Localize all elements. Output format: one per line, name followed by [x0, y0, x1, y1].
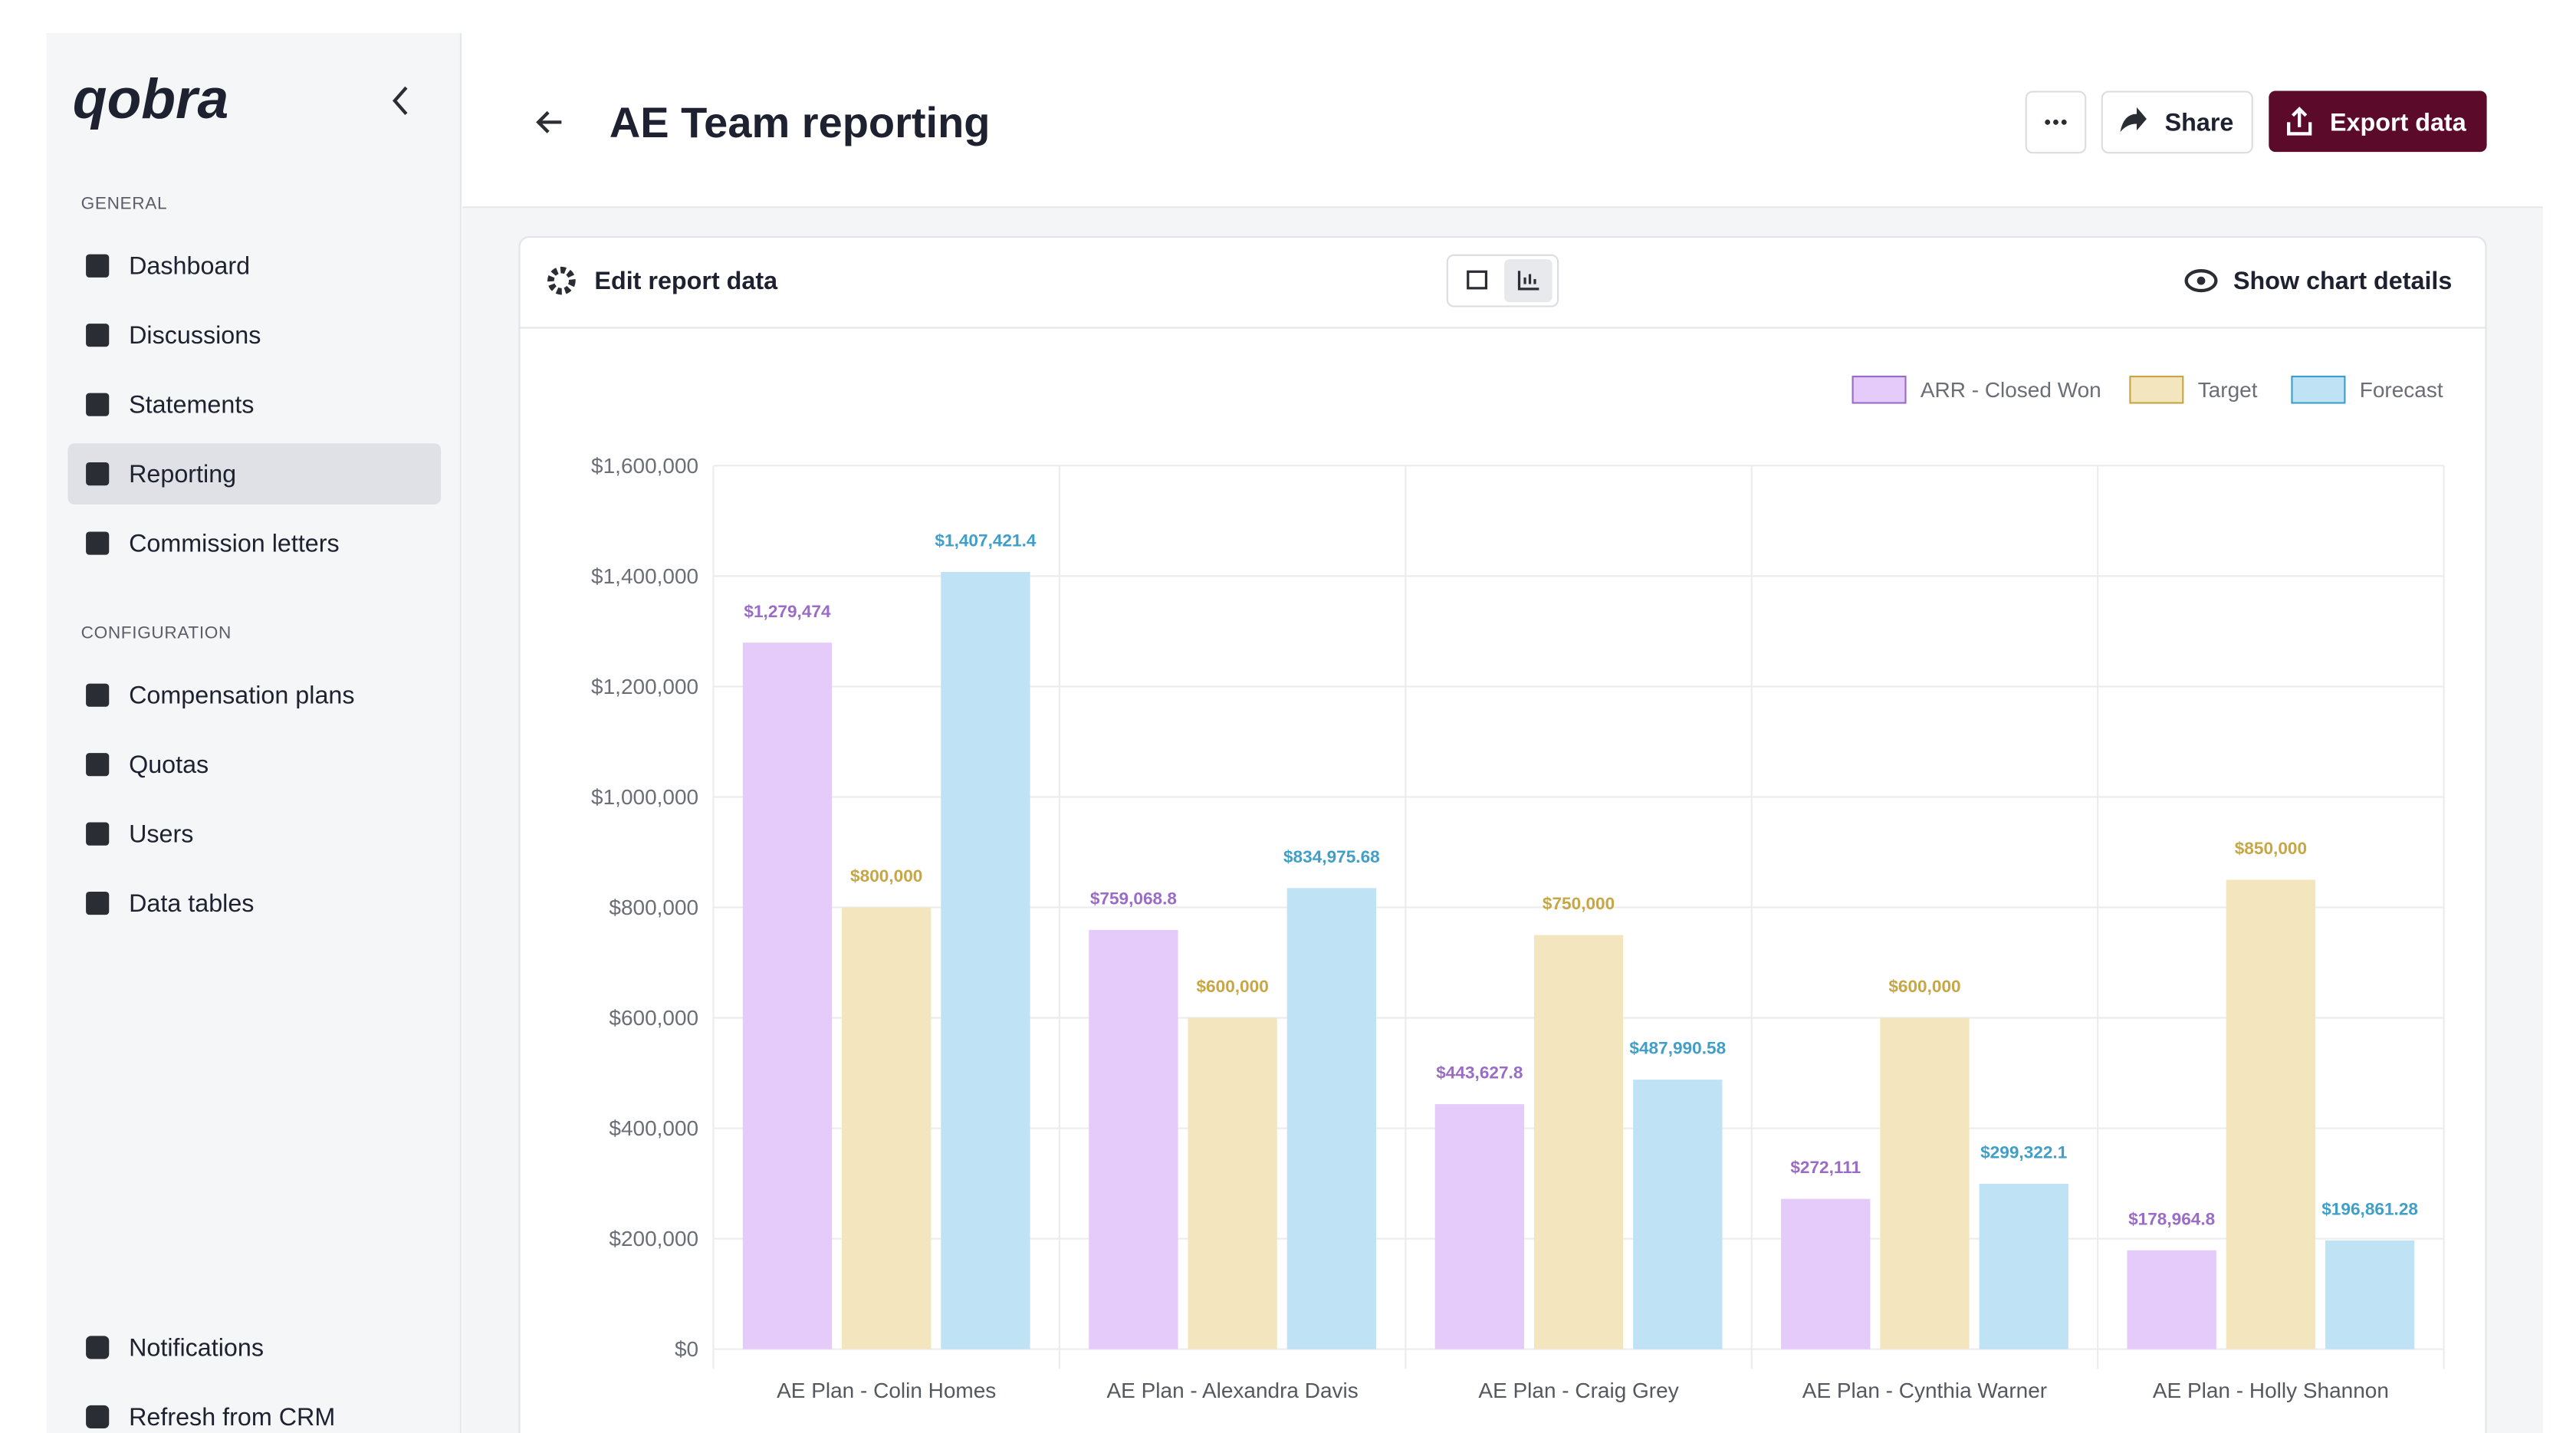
y-tick-label: $1,000,000	[591, 785, 698, 809]
export-button[interactable]	[2269, 90, 2487, 153]
section-title: CONFIGURATION	[81, 623, 232, 642]
y-tick-label: $800,000	[609, 896, 698, 919]
nav-item[interactable]: Notifications	[129, 1333, 264, 1361]
x-tick-label: AE Plan - Cynthia Warner	[1802, 1379, 2047, 1402]
bar	[1880, 1017, 1970, 1349]
legend-swatch	[1852, 375, 1907, 404]
nav-item[interactable]: Compensation plans	[129, 682, 354, 709]
value-label: $443,627.8	[1436, 1063, 1523, 1083]
edit-report-button[interactable]: Edit report data	[594, 267, 778, 294]
bar	[1188, 1017, 1277, 1349]
show-details-button[interactable]: Show chart details	[2233, 267, 2452, 294]
page-title: AE Team reporting	[610, 98, 991, 146]
section-title: GENERAL	[81, 193, 168, 212]
value-label: $1,407,421.4	[935, 531, 1036, 551]
nav-icon	[86, 254, 110, 278]
export-label: Export data	[2330, 108, 2467, 136]
value-label: $600,000	[1888, 977, 1960, 996]
nav-item[interactable]: Statements	[129, 391, 254, 419]
bar	[2226, 879, 2316, 1349]
nav-icon	[86, 1405, 110, 1428]
bar	[2127, 1250, 2216, 1349]
bar	[1781, 1198, 1871, 1349]
value-label: $834,975.68	[1283, 847, 1380, 866]
nav-item[interactable]: Data tables	[129, 889, 254, 917]
legend-label: ARR - Closed Won	[1921, 378, 2101, 402]
bar	[742, 643, 833, 1349]
nav-item[interactable]: Users	[129, 820, 193, 848]
sidebar	[46, 33, 461, 1433]
value-label: $600,000	[1196, 977, 1268, 996]
bar	[1633, 1080, 1723, 1349]
nav-item[interactable]: Refresh from CRM	[129, 1403, 335, 1431]
bar	[842, 907, 932, 1349]
nav-icon	[86, 324, 110, 347]
chart-view-selected[interactable]	[1504, 259, 1552, 303]
bar	[1979, 1184, 2068, 1349]
x-tick-label: AE Plan - Alexandra Davis	[1107, 1379, 1359, 1402]
back-button[interactable]	[536, 110, 562, 133]
bar	[1533, 935, 1624, 1349]
chart-view-icon	[1517, 271, 1539, 291]
bar	[2325, 1240, 2415, 1349]
y-tick-label: $0	[675, 1337, 698, 1361]
nav-icon	[86, 822, 110, 846]
value-label: $196,861.28	[2321, 1199, 2418, 1218]
bar	[1434, 1104, 1524, 1349]
value-label: $800,000	[850, 866, 922, 886]
bar	[1286, 888, 1377, 1349]
bar	[1089, 929, 1178, 1349]
nav-item[interactable]: Commission letters	[129, 530, 340, 557]
value-label: $850,000	[2235, 839, 2307, 858]
nav-item[interactable]: Quotas	[129, 751, 209, 778]
nav-item[interactable]: Dashboard	[129, 252, 250, 280]
y-tick-label: $1,400,000	[591, 564, 698, 588]
x-tick-label: AE Plan - Colin Homes	[777, 1379, 996, 1402]
y-tick-label: $600,000	[609, 1006, 698, 1030]
nav-icon	[86, 531, 110, 555]
table-view-icon[interactable]	[1467, 270, 1488, 290]
nav-item[interactable]: Reporting	[129, 460, 236, 488]
share-icon	[2120, 107, 2147, 133]
logo: qobra	[73, 67, 228, 130]
dot	[2061, 119, 2067, 125]
nav-icon	[86, 892, 110, 915]
share-button[interactable]	[2101, 90, 2253, 154]
y-tick-label: $200,000	[609, 1227, 698, 1251]
value-label: $759,068.8	[1090, 889, 1177, 909]
x-tick-label: AE Plan - Craig Grey	[1478, 1379, 1678, 1402]
legend-swatch	[2129, 375, 2184, 404]
nav-item-active	[67, 443, 442, 505]
dot	[2053, 119, 2058, 125]
dot	[2045, 119, 2051, 125]
bar	[941, 572, 1030, 1349]
gear-icon	[547, 266, 576, 295]
eye-icon	[2184, 269, 2218, 293]
nav-icon	[86, 683, 110, 707]
collapse-button[interactable]	[392, 86, 408, 116]
value-label: $750,000	[1543, 894, 1615, 913]
legend-label: Target	[2198, 378, 2258, 402]
value-label: $178,964.8	[2128, 1209, 2215, 1228]
x-tick-label: AE Plan - Holly Shannon	[2153, 1379, 2389, 1402]
nav-icon	[86, 753, 110, 777]
nav-icon	[86, 1336, 110, 1359]
value-label: $299,322.1	[1980, 1143, 2067, 1162]
y-tick-label: $1,200,000	[591, 675, 698, 698]
y-tick-label: $400,000	[609, 1116, 698, 1140]
nav-item[interactable]: Discussions	[129, 321, 261, 349]
legend-swatch	[2291, 375, 2346, 404]
share-label: Share	[2165, 108, 2234, 136]
nav-icon	[86, 393, 110, 416]
legend-label: Forecast	[2360, 378, 2443, 402]
value-label: $1,279,474	[744, 602, 831, 621]
y-tick-label: $1,600,000	[591, 454, 698, 478]
nav-icon	[86, 462, 110, 486]
value-label: $487,990.58	[1629, 1039, 1726, 1058]
eye-pupil	[2196, 276, 2206, 285]
value-label: $272,111	[1790, 1158, 1861, 1177]
export-icon	[2287, 107, 2312, 136]
